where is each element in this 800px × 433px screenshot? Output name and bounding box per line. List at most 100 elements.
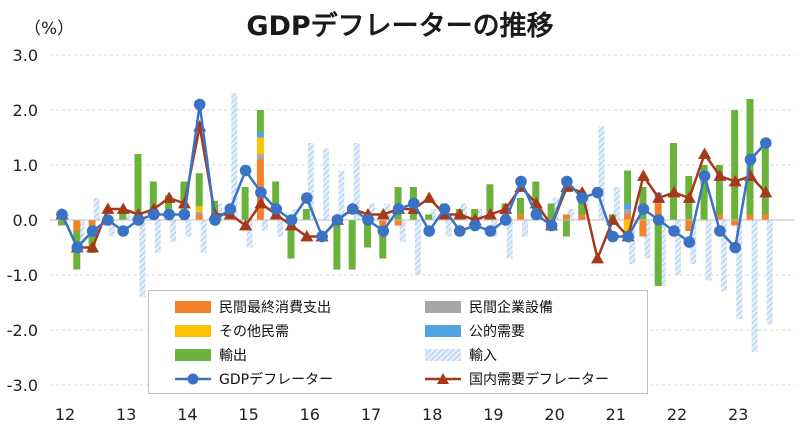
x-tick-label: 21 [606, 405, 626, 424]
bar-imports [261, 220, 268, 231]
bar-exports [302, 209, 310, 220]
gdp-deflator-point [545, 219, 558, 232]
bar-consumption [715, 214, 723, 220]
gdp-deflator-point [71, 241, 84, 254]
legend-marker-gdp-deflator [175, 373, 211, 385]
legend-label-imports: 輸入 [469, 348, 497, 364]
bar-consumption [195, 214, 203, 220]
domestic-deflator-point [86, 241, 100, 253]
bar-imports [705, 220, 712, 281]
bar-imports [78, 220, 85, 242]
chart-title: GDPデフレーターの推移 [246, 11, 554, 42]
domestic-deflator-point [177, 197, 191, 209]
bar-imports [277, 220, 284, 237]
gdp-deflator-point [668, 225, 680, 237]
bar-imports [430, 209, 437, 220]
gdp-deflator-point [163, 208, 175, 221]
legend-label-domestic-deflator: 国内需要デフレーター [469, 372, 609, 388]
bar-consumption [578, 214, 586, 220]
gdp-deflator-point [637, 203, 650, 215]
bar-imports [675, 220, 681, 275]
bar-consumption [379, 220, 387, 226]
gdp-deflator-point [515, 175, 527, 188]
x-axis-ticks: 12 13 14 15 16 17 18 19 20 21 22 23 [55, 405, 749, 424]
bar-exports [119, 209, 127, 220]
domestic-deflator-point [606, 213, 620, 225]
y-tick-label: 1.0 [13, 156, 38, 175]
gdp-deflator-point [499, 214, 512, 226]
bar-imports [659, 220, 666, 286]
bar-imports [353, 143, 360, 220]
bar-imports [231, 93, 238, 220]
bar-consumption [88, 220, 96, 226]
bar-consumption [761, 214, 769, 220]
bar-public [256, 132, 264, 138]
bar-consumption [562, 214, 570, 220]
gdp-deflator-point [270, 203, 283, 215]
bar-business-investment [624, 209, 632, 215]
bar-imports [460, 203, 467, 220]
bar-consumption [517, 214, 524, 220]
gdp-deflator-point [591, 186, 604, 199]
gdp-deflator-point [469, 219, 481, 232]
legend-item-gdp-deflator: GDPデフレーター [175, 369, 333, 389]
domestic-deflator-point [483, 208, 497, 220]
bar-exports [654, 220, 662, 286]
gdp-deflator-point [714, 225, 726, 237]
gdp-deflator-point [377, 225, 390, 237]
legend-swatch-other-private [175, 325, 211, 337]
legend-swatch-imports [425, 349, 461, 361]
bar-imports [108, 220, 115, 237]
domestic-deflator-point [759, 186, 773, 198]
bar-exports [88, 225, 96, 253]
x-tick-label: 12 [55, 405, 75, 424]
gdp-deflator-point [392, 203, 405, 215]
domestic-deflator-point [652, 191, 666, 203]
bar-imports [644, 220, 651, 259]
legend-item-other-private: その他民需 [175, 321, 289, 341]
bar-imports [522, 220, 528, 237]
legend-label-gdp-deflator: GDPデフレーター [219, 372, 334, 388]
gdp-deflator-point [132, 214, 145, 226]
gdp-deflator-point [423, 225, 436, 237]
domestic-deflator-point [300, 230, 314, 242]
bar-imports [552, 198, 559, 220]
bar-exports [761, 148, 769, 215]
y-tick-label: 2.0 [13, 101, 38, 120]
y-tick-label: -3.0 [7, 376, 38, 395]
x-tick-label: 19 [483, 405, 503, 424]
x-tick-label: 15 [238, 405, 258, 424]
bar-exports [670, 143, 677, 220]
bar-exports [241, 187, 249, 220]
bar-exports [134, 154, 142, 215]
legend-item-domestic-deflator: 国内需要デフレーター [425, 369, 609, 389]
bar-other-private [624, 220, 632, 237]
bar-exports [180, 181, 188, 204]
bar-business-investment [256, 154, 264, 160]
bar-exports [272, 181, 280, 215]
bar-exports [700, 165, 708, 220]
bar-exports [364, 225, 371, 248]
gdp-deflator-point [331, 214, 344, 226]
gdp-deflator-point [576, 192, 588, 204]
x-tick-label: 22 [667, 405, 687, 424]
bar-imports [200, 220, 207, 253]
domestic-deflator-point [728, 175, 742, 187]
gdp-deflator-point [285, 214, 298, 226]
legend-label-consumption: 民間最終消費支出 [219, 300, 331, 316]
gdp-deflator-point [683, 236, 696, 248]
domestic-deflator-point [682, 191, 696, 203]
bar-imports [246, 220, 253, 248]
legend-item-exports: 輸出 [175, 345, 247, 365]
bar-other-private [195, 206, 203, 212]
bar-imports [369, 203, 375, 220]
x-tick-label: 17 [361, 405, 381, 424]
gdp-deflator-point [561, 175, 573, 188]
x-tick-label: 20 [544, 405, 564, 424]
domestic-deflator-point [713, 169, 727, 181]
bar-imports [766, 220, 773, 325]
gdp-deflator-point [346, 203, 359, 215]
bar-imports [629, 220, 636, 264]
legend-label-other-private: その他民需 [219, 324, 289, 340]
gdp-deflator-point [239, 164, 252, 177]
